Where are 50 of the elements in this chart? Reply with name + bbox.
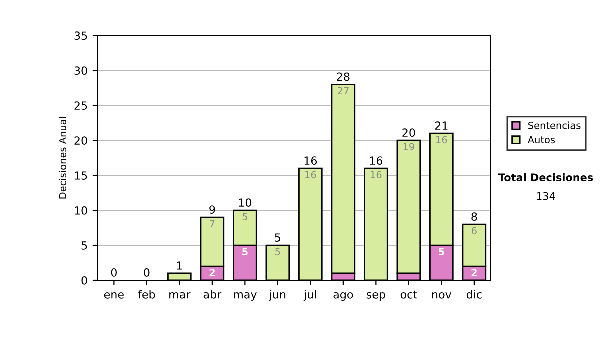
y-tick-label: 25 <box>74 102 88 110</box>
data-label: 5 <box>242 248 248 256</box>
total-label: 8 <box>472 212 478 221</box>
y-tick-label: 10 <box>75 206 88 215</box>
data-label: 5 <box>242 213 248 221</box>
data-label: 2 <box>210 269 215 276</box>
y-tick-label: 5 <box>82 242 88 250</box>
text: 134 <box>537 192 556 200</box>
data-label: 5 <box>439 248 444 256</box>
x-tick-label: jun <box>269 290 286 301</box>
legend-label: Sentencias <box>528 122 581 130</box>
total-label: 20 <box>402 128 416 138</box>
y-tick-label: 35 <box>74 32 88 40</box>
data-label: 16 <box>436 136 448 144</box>
total-label: 9 <box>210 206 216 214</box>
data-label: 7 <box>210 220 215 228</box>
text: Total Decisiones <box>498 173 594 182</box>
total-label: 5 <box>275 234 280 242</box>
y-tick-label: 15 <box>75 172 88 180</box>
y-tick-label: 30 <box>74 66 88 76</box>
x-tick-label: feb <box>138 290 156 299</box>
x-tick-label: mar <box>170 292 191 299</box>
x-tick-label: ago <box>334 292 354 301</box>
total-label: 0 <box>111 268 117 277</box>
total-label: 16 <box>304 156 318 166</box>
data-label: 16 <box>306 171 316 179</box>
x-tick-label: ene <box>104 292 124 299</box>
x-tick-label: oct <box>400 290 418 299</box>
x-tick-label: dic <box>466 290 482 299</box>
x-tick-label: sep <box>366 292 386 301</box>
total-label: 10 <box>239 198 252 208</box>
data-label: 6 <box>472 227 477 235</box>
x-tick-label: abr <box>204 290 222 299</box>
data-label: 19 <box>404 143 414 151</box>
data-label: 5 <box>276 248 280 256</box>
y-tick-label: 0 <box>82 276 88 285</box>
total-label: 21 <box>435 122 448 130</box>
total-label: 16 <box>370 156 383 166</box>
total-label: 28 <box>337 72 350 82</box>
x-tick-label: jul <box>304 290 316 301</box>
data-label: 16 <box>371 171 382 179</box>
total-label: 0 <box>144 268 150 277</box>
y-tick-label: 20 <box>74 136 88 145</box>
data-label: 2 <box>472 269 477 276</box>
x-tick-label: nov <box>432 292 452 299</box>
legend-label: Autos <box>528 136 556 144</box>
data-label: 27 <box>338 87 349 94</box>
total-label: 1 <box>177 262 182 270</box>
y-axis-title: Decisiones Anual <box>58 117 66 199</box>
x-tick-label: may <box>234 292 257 301</box>
